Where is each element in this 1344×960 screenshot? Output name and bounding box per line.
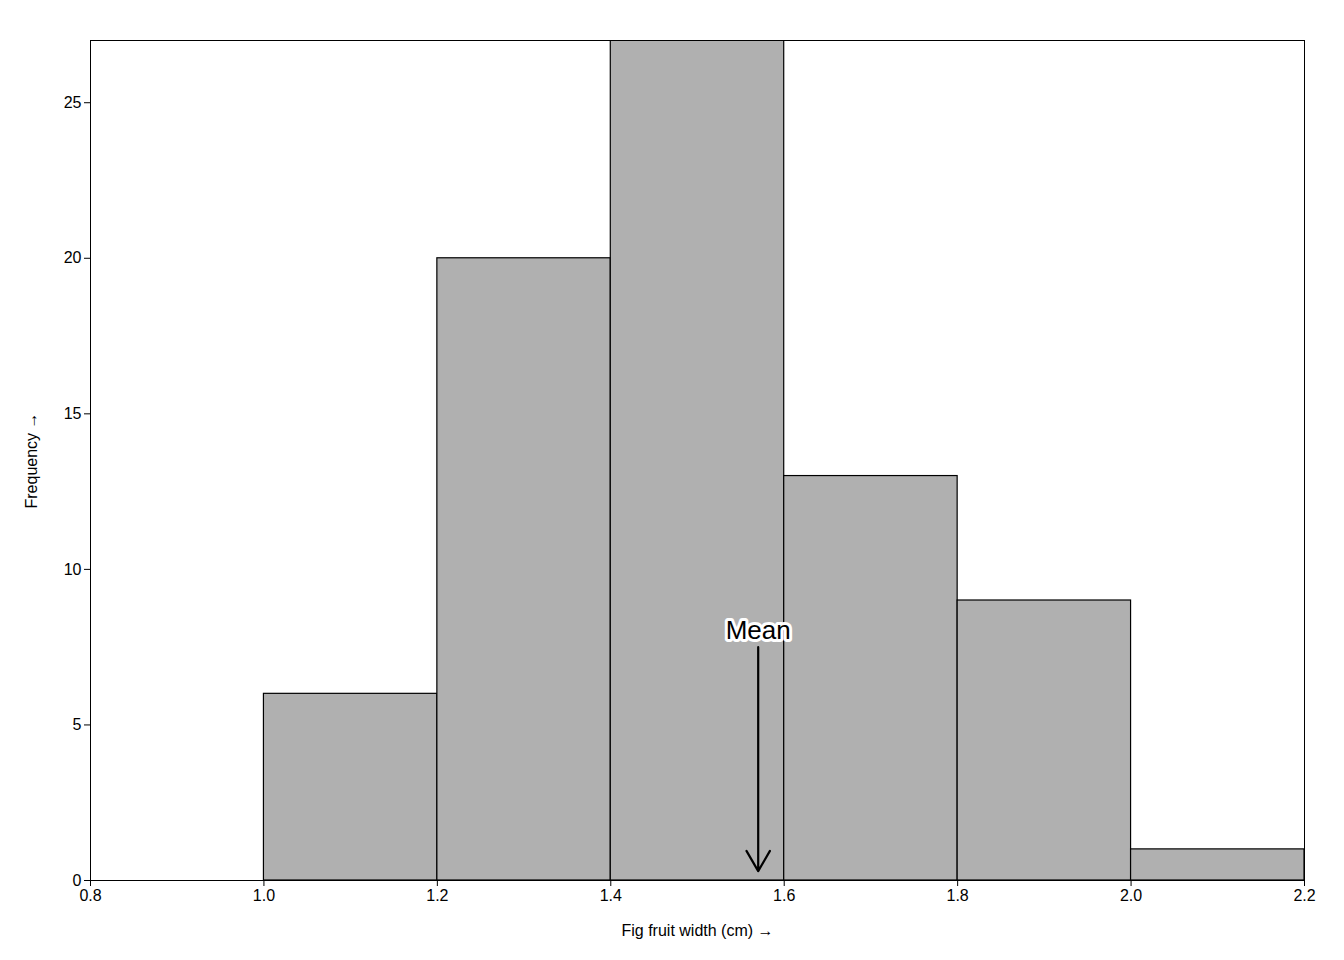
- svg-text:20: 20: [64, 249, 82, 266]
- svg-text:1.4: 1.4: [600, 887, 622, 904]
- svg-text:2.0: 2.0: [1120, 887, 1142, 904]
- svg-text:Fig fruit width (cm) →: Fig fruit width (cm) →: [621, 922, 773, 939]
- svg-text:1.8: 1.8: [947, 887, 969, 904]
- svg-text:15: 15: [64, 405, 82, 422]
- svg-text:10: 10: [64, 561, 82, 578]
- svg-text:Mean: Mean: [726, 615, 791, 645]
- svg-text:2.2: 2.2: [1293, 887, 1315, 904]
- svg-text:25: 25: [64, 94, 82, 111]
- svg-text:5: 5: [73, 716, 82, 733]
- svg-text:1.2: 1.2: [426, 887, 448, 904]
- svg-text:1.0: 1.0: [253, 887, 275, 904]
- svg-text:0: 0: [72, 871, 82, 889]
- svg-text:0.8: 0.8: [79, 887, 101, 904]
- svg-text:1.6: 1.6: [773, 887, 795, 904]
- svg-text:Frequency →: Frequency →: [23, 412, 40, 508]
